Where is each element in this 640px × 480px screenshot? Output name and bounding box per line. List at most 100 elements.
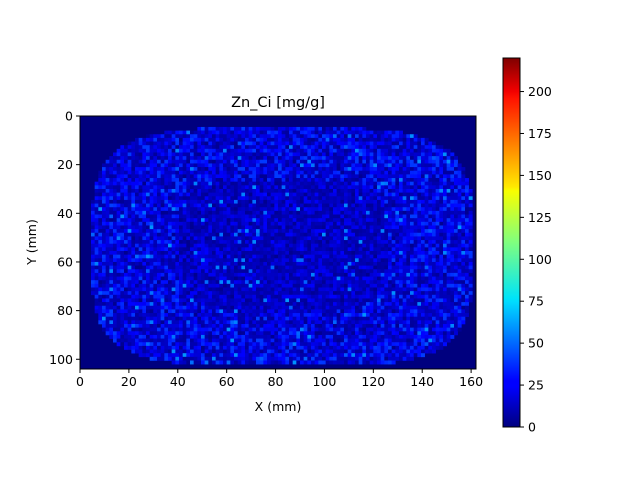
heatmap-cell bbox=[384, 302, 389, 307]
heatmap-cell bbox=[373, 214, 378, 219]
heatmap-cell bbox=[157, 261, 161, 266]
heatmap-cell bbox=[432, 170, 436, 175]
heatmap-cell bbox=[138, 196, 143, 201]
heatmap-cell bbox=[193, 203, 198, 208]
heatmap-cell bbox=[410, 192, 414, 197]
heatmap-cell bbox=[127, 243, 132, 248]
heatmap-cell bbox=[193, 148, 198, 153]
heatmap-cell bbox=[406, 247, 411, 252]
heatmap-cell bbox=[439, 156, 444, 161]
heatmap-cell bbox=[274, 174, 279, 179]
heatmap-cell bbox=[446, 185, 451, 190]
heatmap-cell bbox=[333, 141, 337, 146]
heatmap-cell bbox=[270, 174, 275, 179]
heatmap-cell bbox=[406, 229, 411, 234]
heatmap-cell bbox=[157, 229, 161, 234]
heatmap-cell bbox=[406, 265, 411, 270]
heatmap-cell bbox=[391, 199, 396, 204]
heatmap-cell bbox=[212, 148, 216, 153]
heatmap-cell bbox=[336, 141, 341, 146]
heatmap-cell bbox=[135, 145, 139, 150]
heatmap-cell bbox=[197, 280, 202, 285]
heatmap-cell bbox=[223, 214, 227, 219]
heatmap-cell bbox=[417, 258, 422, 263]
heatmap-cell bbox=[369, 181, 374, 186]
heatmap-cell bbox=[340, 269, 345, 274]
heatmap-cell bbox=[468, 276, 473, 281]
heatmap-cell bbox=[285, 130, 290, 135]
heatmap-cell bbox=[358, 298, 363, 303]
heatmap-cell bbox=[237, 283, 242, 288]
heatmap-cell bbox=[135, 254, 139, 259]
heatmap-cell bbox=[285, 203, 290, 208]
heatmap-cell bbox=[399, 251, 403, 255]
heatmap-cell bbox=[318, 130, 323, 135]
heatmap-cell bbox=[274, 254, 279, 259]
heatmap-cell bbox=[399, 243, 403, 248]
heatmap-cell bbox=[406, 188, 411, 193]
heatmap-cell bbox=[245, 137, 249, 142]
heatmap-cell bbox=[168, 218, 172, 223]
heatmap-cell bbox=[208, 225, 213, 230]
heatmap-cell bbox=[307, 181, 312, 186]
heatmap-cell bbox=[109, 232, 114, 237]
heatmap-cell bbox=[215, 309, 220, 314]
heatmap-cell bbox=[267, 251, 271, 255]
heatmap-cell bbox=[186, 214, 191, 219]
heatmap-cell bbox=[355, 258, 359, 263]
heatmap-cell bbox=[186, 283, 191, 288]
heatmap-cell bbox=[131, 291, 136, 296]
heatmap-cell bbox=[454, 302, 458, 307]
heatmap-cell bbox=[377, 130, 381, 135]
heatmap-cell bbox=[157, 210, 161, 215]
heatmap-cell bbox=[230, 210, 235, 215]
heatmap-cell bbox=[402, 181, 407, 186]
heatmap-cell bbox=[351, 305, 356, 310]
heatmap-cell bbox=[377, 145, 381, 150]
heatmap-cell bbox=[289, 181, 293, 186]
heatmap-cell bbox=[270, 254, 275, 259]
heatmap-cell bbox=[450, 210, 455, 215]
heatmap-cell bbox=[384, 167, 389, 172]
heatmap-cell bbox=[446, 214, 451, 219]
heatmap-cell bbox=[190, 163, 194, 168]
heatmap-cell bbox=[124, 294, 128, 299]
heatmap-cell bbox=[116, 265, 121, 270]
heatmap-cell bbox=[358, 236, 363, 241]
heatmap-cell bbox=[300, 294, 304, 299]
heatmap-cell bbox=[340, 218, 345, 223]
heatmap-cell bbox=[142, 196, 147, 201]
heatmap-cell bbox=[175, 210, 180, 215]
heatmap-cell bbox=[443, 221, 447, 226]
heatmap-cell bbox=[289, 272, 293, 277]
heatmap-cell bbox=[465, 214, 469, 219]
heatmap-cell bbox=[300, 196, 304, 201]
heatmap-cell bbox=[120, 269, 125, 274]
heatmap-cell bbox=[296, 261, 301, 266]
heatmap-cell bbox=[131, 305, 136, 310]
heatmap-cell bbox=[278, 130, 282, 135]
heatmap-cell bbox=[281, 287, 286, 292]
heatmap-cell bbox=[366, 232, 370, 237]
heatmap-cell bbox=[223, 229, 227, 234]
heatmap-cell bbox=[399, 145, 403, 150]
heatmap-cell bbox=[395, 181, 400, 186]
heatmap-cell bbox=[241, 199, 246, 204]
heatmap-cell bbox=[278, 188, 282, 193]
heatmap-cell bbox=[399, 181, 403, 186]
heatmap-cell bbox=[160, 141, 165, 146]
heatmap-cell bbox=[212, 280, 216, 285]
heatmap-cell bbox=[171, 137, 176, 142]
heatmap-cell bbox=[351, 148, 356, 153]
heatmap-cell bbox=[109, 291, 114, 296]
heatmap-cell bbox=[391, 280, 396, 285]
heatmap-cell bbox=[142, 276, 147, 281]
heatmap-cell bbox=[344, 141, 348, 146]
heatmap-cell bbox=[454, 232, 458, 237]
heatmap-cell bbox=[435, 199, 440, 204]
heatmap-cell bbox=[446, 167, 451, 172]
heatmap-cell bbox=[395, 148, 400, 153]
heatmap-cell bbox=[259, 167, 264, 172]
heatmap-cell bbox=[285, 221, 290, 226]
heatmap-cell bbox=[439, 283, 444, 288]
